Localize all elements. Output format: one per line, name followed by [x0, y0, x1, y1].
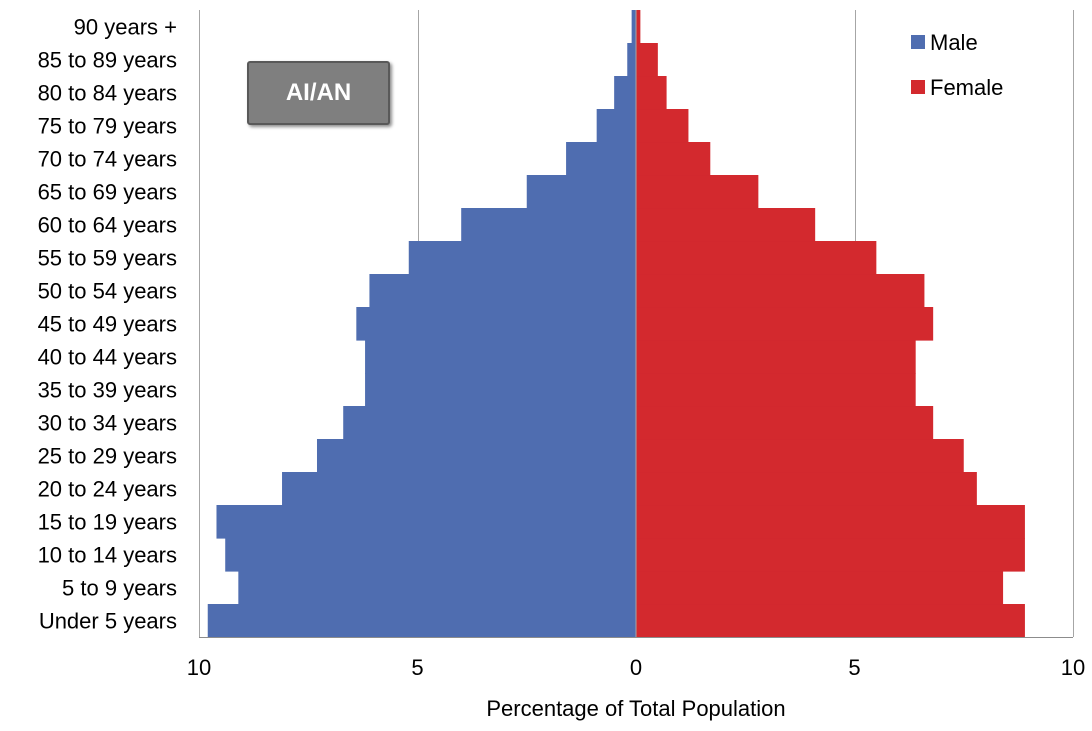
bar-female-18 [636, 10, 641, 44]
y-tick-label: 65 to 69 years [38, 180, 177, 205]
y-tick-label: Under 5 years [39, 609, 177, 634]
bar-male-3 [216, 505, 637, 539]
bar-male-16 [614, 76, 636, 110]
y-tick-label: 35 to 39 years [38, 378, 177, 403]
y-tick-label: 90 years + [74, 15, 177, 40]
y-tick-label: 45 to 49 years [38, 312, 177, 337]
bar-female-6 [636, 406, 934, 440]
y-tick-label: 70 to 74 years [38, 147, 177, 172]
bar-male-4 [282, 472, 636, 506]
bar-male-2 [225, 538, 636, 572]
bar-female-16 [636, 76, 667, 110]
legend-label-female: Female [930, 75, 1003, 100]
bar-female-13 [636, 175, 759, 209]
legend-swatch-male [911, 35, 925, 49]
legend-label-male: Male [930, 30, 978, 55]
bar-male-15 [596, 109, 636, 143]
bar-female-8 [636, 340, 916, 374]
y-tick-label: 10 to 14 years [38, 543, 177, 568]
bar-male-14 [566, 142, 636, 176]
bar-male-0 [207, 604, 637, 638]
bar-female-4 [636, 472, 977, 506]
bar-male-9 [356, 307, 636, 341]
bar-male-13 [526, 175, 636, 209]
y-tick-label: 85 to 89 years [38, 48, 177, 73]
y-tick-label: 30 to 34 years [38, 411, 177, 436]
y-tick-label: 5 to 9 years [62, 576, 177, 601]
y-tick-label: 20 to 24 years [38, 477, 177, 502]
y-tick-label: 60 to 64 years [38, 213, 177, 238]
bar-female-3 [636, 505, 1025, 539]
y-tick-label: 25 to 29 years [38, 444, 177, 469]
y-tick-label: 55 to 59 years [38, 246, 177, 271]
bar-female-17 [636, 43, 658, 77]
bar-male-17 [627, 43, 636, 77]
bar-male-5 [316, 439, 636, 473]
bar-female-11 [636, 241, 877, 275]
y-tick-label: 50 to 54 years [38, 279, 177, 304]
x-tick-label: 10 [187, 655, 211, 680]
x-tick-label: 10 [1061, 655, 1085, 680]
bar-male-6 [343, 406, 636, 440]
bar-female-1 [636, 571, 1004, 605]
bar-male-18 [631, 10, 636, 44]
axis-layer: Under 5 years 5 to 9 years 10 to 14 years 1… [38, 10, 1085, 721]
x-tick-label: 0 [630, 655, 642, 680]
y-tick-label: 80 to 84 years [38, 81, 177, 106]
y-tick-label: 75 to 79 years [38, 114, 177, 139]
bar-female-10 [636, 274, 925, 308]
bar-male-12 [461, 208, 636, 242]
bar-male-8 [365, 340, 636, 374]
y-tick-label: 40 to 44 years [38, 345, 177, 370]
x-tick-label: 5 [411, 655, 423, 680]
bars-layer [207, 10, 1025, 638]
bar-male-11 [408, 241, 636, 275]
bar-female-9 [636, 307, 934, 341]
bar-female-5 [636, 439, 964, 473]
bar-male-7 [365, 373, 636, 407]
bar-female-2 [636, 538, 1025, 572]
group-badge: AI/AN [247, 61, 390, 125]
bar-male-10 [369, 274, 636, 308]
x-axis-title: Percentage of Total Population [486, 696, 785, 721]
legend: Male Female [911, 30, 1003, 100]
bar-female-15 [636, 109, 689, 143]
bar-female-14 [636, 142, 711, 176]
bar-male-1 [238, 571, 636, 605]
bar-female-0 [636, 604, 1025, 638]
bar-female-12 [636, 208, 816, 242]
bar-female-7 [636, 373, 916, 407]
x-tick-label: 5 [848, 655, 860, 680]
legend-swatch-female [911, 80, 925, 94]
y-tick-label: 15 to 19 years [38, 510, 177, 535]
